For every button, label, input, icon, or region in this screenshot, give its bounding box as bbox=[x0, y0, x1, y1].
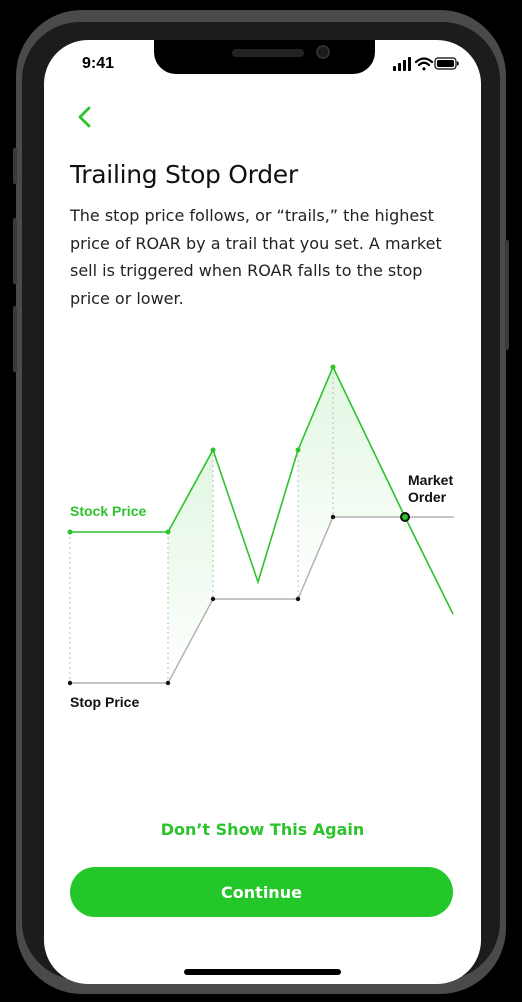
guide-lines bbox=[69, 367, 334, 683]
battery-icon bbox=[434, 57, 459, 70]
stock-price-label: Stock Price bbox=[70, 503, 147, 519]
stop-point bbox=[210, 596, 216, 602]
description-text: The stop price follows, or “trails,” the… bbox=[70, 206, 442, 308]
chevron-left-icon bbox=[78, 106, 91, 128]
wifi-icon bbox=[414, 57, 434, 71]
volume-down-button bbox=[13, 306, 17, 372]
speaker-grille bbox=[232, 49, 304, 57]
notch bbox=[154, 40, 375, 74]
stock-point bbox=[67, 529, 73, 535]
stock-point bbox=[295, 447, 301, 453]
stop-price-points bbox=[67, 514, 336, 686]
shaded-area-2 bbox=[298, 367, 404, 599]
stop-point bbox=[295, 596, 301, 602]
continue-button[interactable]: Continue bbox=[70, 867, 453, 917]
stop-price-label: Stop Price bbox=[70, 694, 140, 710]
front-camera bbox=[316, 45, 330, 59]
stock-point bbox=[330, 364, 336, 370]
stock-point bbox=[210, 447, 216, 453]
stop-point bbox=[165, 680, 171, 686]
market-order-label: Market Order bbox=[408, 472, 454, 505]
cellular-signal-icon bbox=[393, 57, 411, 71]
status-time: 9:41 bbox=[82, 55, 115, 72]
stock-price-line bbox=[70, 365, 454, 615]
silent-switch bbox=[13, 148, 17, 184]
stock-point bbox=[165, 529, 171, 535]
stop-point bbox=[330, 514, 336, 520]
power-button bbox=[505, 240, 509, 350]
app-screen: 9:41 Trailing Stop Order bbox=[44, 40, 481, 984]
stop-point bbox=[67, 680, 73, 686]
market-order-point bbox=[400, 512, 410, 522]
dont-show-again-link[interactable]: Don’t Show This Again bbox=[160, 820, 365, 839]
status-icons bbox=[393, 56, 459, 72]
volume-up-button bbox=[13, 218, 17, 284]
page-title: Trailing Stop Order bbox=[70, 160, 298, 189]
shaded-area-1 bbox=[168, 450, 213, 685]
stop-price-line bbox=[70, 516, 454, 684]
back-button[interactable] bbox=[66, 100, 104, 138]
home-indicator bbox=[184, 969, 341, 975]
